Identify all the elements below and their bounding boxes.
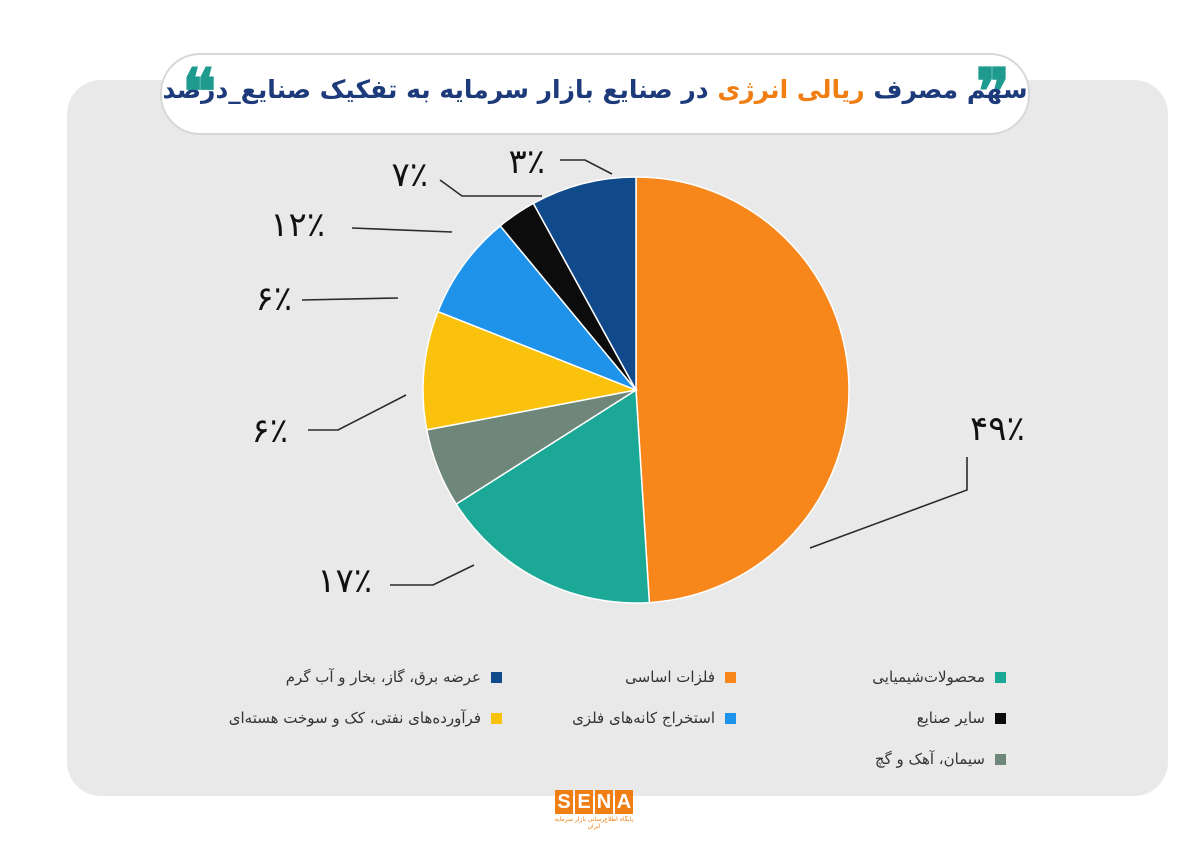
- pie-slice: [635, 176, 850, 604]
- logo-letter: E: [575, 790, 593, 814]
- chart-title: سهم مصرف ریالی انرژی در صنایع بازار سرما…: [162, 75, 1028, 104]
- leader-line: [351, 227, 453, 233]
- leader-line: [301, 297, 399, 301]
- close-quote-icon: ❝: [182, 55, 217, 130]
- slice-percent-label: ۳٪: [508, 142, 545, 182]
- pie-slice: [436, 224, 637, 391]
- logo-letter: S: [555, 790, 573, 814]
- leader-line: [809, 457, 968, 549]
- slice-percent-label: ۴۹٪: [970, 409, 1025, 449]
- pie-slice: [455, 388, 651, 604]
- pie-slice: [422, 310, 639, 431]
- title-part1: سهم مصرف: [873, 75, 1028, 104]
- slice-percent-label: ۶٪: [255, 279, 292, 319]
- leader-line: [560, 159, 613, 175]
- logo-letter: A: [615, 790, 633, 814]
- open-quote-icon: ❞: [975, 55, 1010, 130]
- logo-letter: N: [595, 790, 613, 814]
- leader-line: [308, 394, 407, 431]
- slice-percent-label: ۶٪: [251, 411, 288, 451]
- slice-percent-label: ۱۲٪: [270, 205, 325, 245]
- logo-subtitle: پایگاه اطلاع‌رسانی بازار سرمایه ایران: [554, 816, 634, 830]
- slice-percent-label: ۷٪: [391, 155, 428, 195]
- leader-line: [390, 564, 475, 586]
- title-part2: در صنایع بازار سرمایه به تفکیک صنایع_درص…: [162, 75, 709, 104]
- title-highlight: ریالی انرژی: [717, 75, 865, 104]
- leader-line: [439, 179, 542, 197]
- slice-percent-label: ۱۷٪: [317, 561, 372, 601]
- pie-slice: [532, 176, 637, 391]
- title-banner: ❞ سهم مصرف ریالی انرژی در صنایع بازار سر…: [160, 53, 1030, 135]
